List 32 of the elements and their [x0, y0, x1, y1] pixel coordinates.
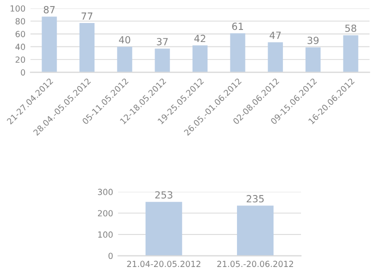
y-tick-label: 100: [98, 231, 113, 238]
bar: [117, 46, 132, 72]
data-label: 87: [44, 6, 55, 14]
data-label: 235: [246, 195, 264, 202]
y-tick-label: 200: [98, 210, 113, 216]
bar: [268, 42, 283, 72]
x-tick-label: 21.05.-20.06.2012: [217, 260, 294, 268]
data-label: 61: [232, 22, 243, 30]
y-tick-label: 60: [16, 30, 26, 38]
data-label: 47: [270, 32, 281, 39]
data-label: 42: [194, 34, 206, 42]
data-label: 37: [156, 38, 168, 46]
y-tick-label: 40: [15, 44, 26, 50]
y-tick-label: 20: [16, 56, 26, 63]
bar: [192, 45, 208, 72]
y-tick-label: 0: [20, 69, 26, 76]
y-tick-label: 100: [10, 5, 26, 12]
y-tick-label: 80: [16, 18, 26, 24]
bar: [79, 23, 95, 72]
y-tick-label: 0: [108, 252, 113, 260]
y-tick-label: 300: [98, 188, 113, 196]
data-label: 40: [118, 36, 130, 44]
bar: [306, 47, 321, 72]
bar: [154, 48, 170, 72]
data-label: 39: [308, 36, 319, 44]
x-tick-label: 21.04-20.05.2012: [127, 260, 200, 268]
data-label: 253: [155, 191, 172, 199]
bar: [343, 35, 358, 72]
data-label: 58: [345, 24, 356, 32]
bar: [230, 33, 246, 72]
data-label: 77: [82, 12, 92, 20]
bar: [42, 16, 57, 72]
